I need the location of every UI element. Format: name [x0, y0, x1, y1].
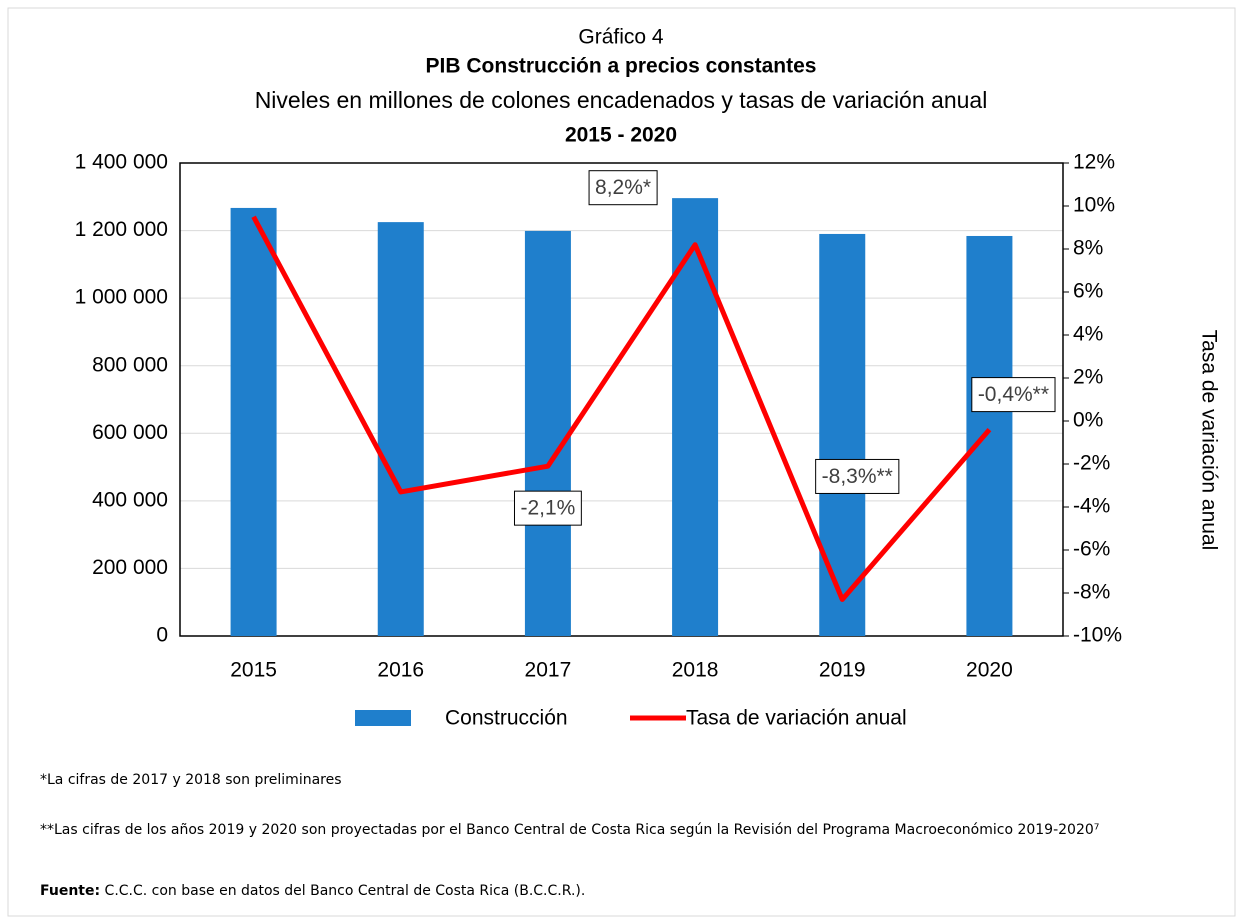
y-tick-label: 800 000 — [92, 353, 168, 376]
y-tick-label: 1 000 000 — [75, 286, 168, 309]
y-tick-label: 1 400 000 — [75, 151, 168, 174]
data-label-box — [588, 170, 658, 206]
chart-period: 2015 - 2020 — [565, 124, 677, 147]
bar — [672, 198, 719, 636]
note: *La cifras de 2017 y 2018 son preliminar… — [40, 772, 342, 788]
y2-tick-label: 6% — [1073, 280, 1103, 303]
bar — [819, 233, 866, 636]
y2-tick-label: 2% — [1073, 366, 1103, 389]
chart-title: Gráfico 4 — [578, 26, 664, 49]
data-label: -8,3%** — [822, 465, 893, 488]
bar — [966, 235, 1013, 636]
y2-tick-label: 8% — [1073, 237, 1103, 260]
bar — [377, 222, 424, 636]
source: Fuente: C.C.C. con base en datos del Ban… — [40, 883, 1200, 899]
y-tick-label: 400 000 — [92, 488, 168, 511]
y2-axis-label: Tasa de variación anual — [1197, 330, 1220, 551]
x-tick-label: 2020 — [966, 659, 1013, 682]
x-tick-label: 2016 — [377, 659, 424, 682]
legend-label: Construcción — [445, 707, 568, 730]
data-label: -2,1% — [520, 497, 575, 520]
y-tick-label: 0 — [156, 624, 168, 647]
chart-subtitle-bold: PIB Construcción a precios constantes — [426, 55, 817, 78]
x-tick-label: 2018 — [672, 659, 719, 682]
data-label: -0,4%** — [978, 383, 1049, 406]
y2-tick-label: -10% — [1073, 624, 1122, 647]
y2-tick-label: -4% — [1073, 495, 1110, 518]
legend-label: Tasa de variación anual — [686, 707, 907, 730]
y2-tick-label: 10% — [1073, 194, 1115, 217]
data-label-box — [513, 490, 582, 526]
data-label-box — [815, 458, 900, 494]
source-label: Fuente: — [40, 883, 101, 899]
data-label-box — [971, 377, 1056, 413]
note: **Las cifras de los años 2019 y 2020 son… — [40, 822, 1100, 838]
x-tick-label: 2017 — [525, 659, 572, 682]
y2-tick-label: -6% — [1073, 538, 1110, 561]
plot-area — [179, 162, 1064, 637]
bar — [230, 207, 277, 636]
bar — [524, 230, 571, 636]
y2-tick-label: 4% — [1073, 323, 1103, 346]
x-tick-label: 2015 — [230, 659, 277, 682]
y-tick-label: 1 200 000 — [75, 218, 168, 241]
line — [251, 215, 992, 602]
y2-tick-label: 0% — [1073, 409, 1103, 432]
y2-tick-label: 12% — [1073, 151, 1115, 174]
source-text: C.C.C. con base en datos del Banco Centr… — [104, 883, 586, 899]
y-tick-label: 200 000 — [92, 556, 168, 579]
y2-tick-label: -2% — [1073, 452, 1110, 475]
data-label: 8,2%* — [595, 176, 651, 199]
y2-tick-label: -8% — [1073, 581, 1110, 604]
y-tick-label: 600 000 — [92, 421, 168, 444]
legend-swatch — [355, 710, 411, 726]
x-tick-label: 2019 — [819, 659, 866, 682]
chart-subtitle: Niveles en millones de colones encadenad… — [255, 87, 988, 113]
frame — [7, 7, 1236, 917]
